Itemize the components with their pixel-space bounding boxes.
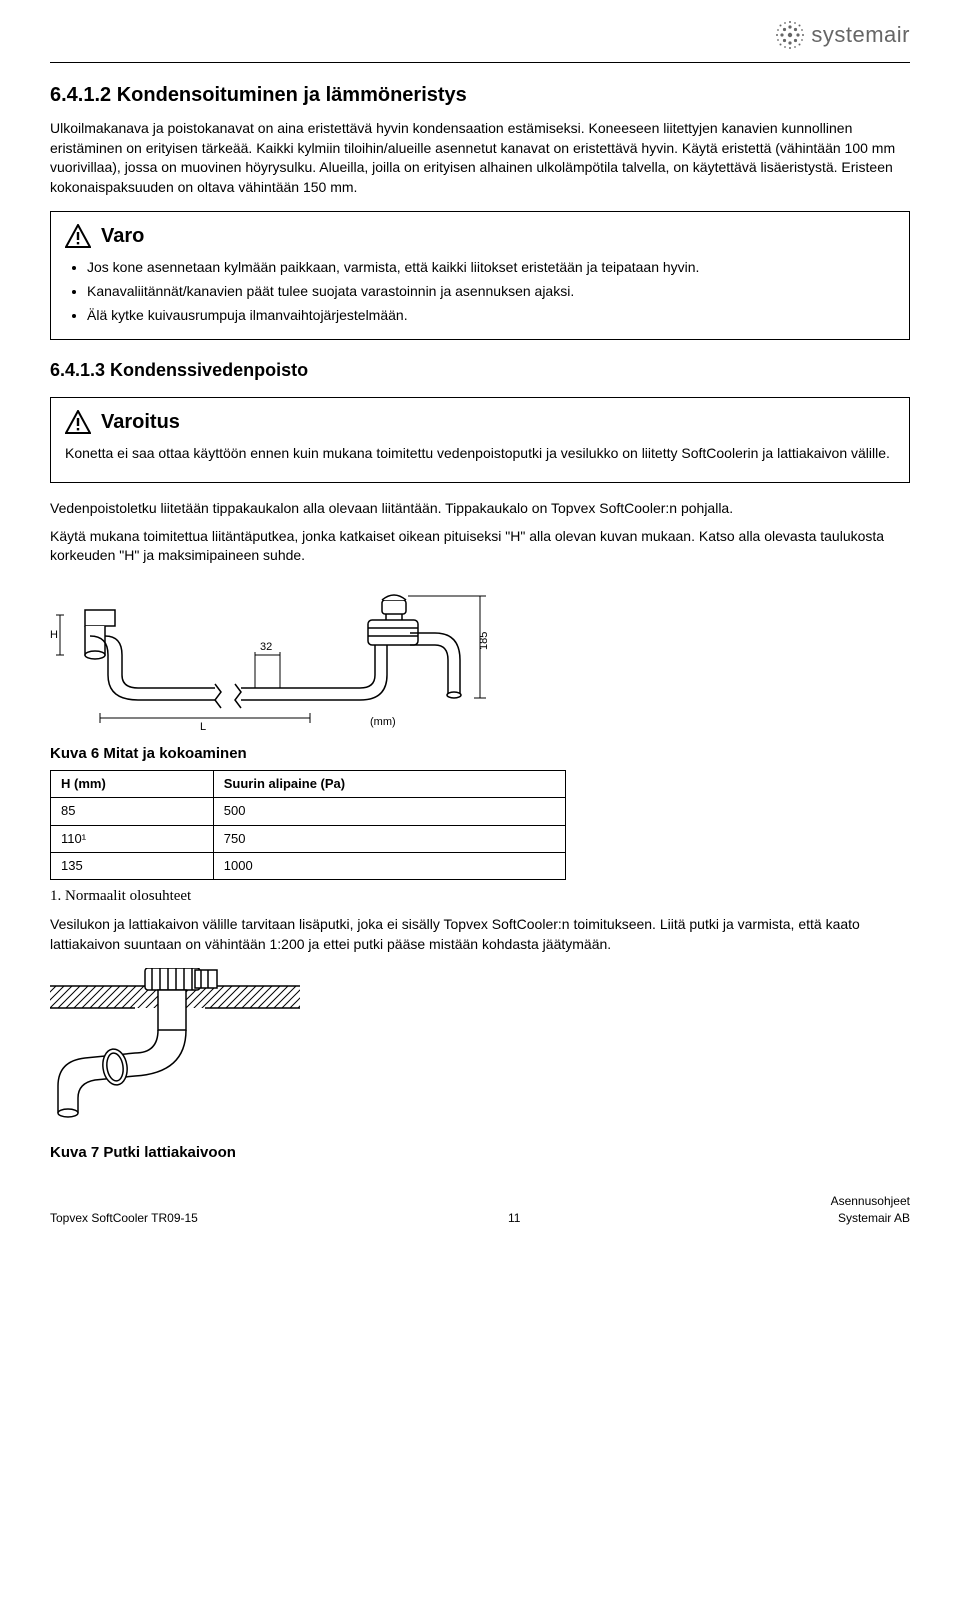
warning-list-varo: Jos kone asennetaan kylmään paikkaan, va… xyxy=(65,258,895,325)
warning-item: Jos kone asennetaan kylmään paikkaan, va… xyxy=(87,258,895,278)
svg-text:185: 185 xyxy=(478,631,490,649)
table-cell: 1000 xyxy=(213,852,565,879)
warning-box-varoitus: Varoitus Konetta ei saa ottaa käyttöön e… xyxy=(50,397,910,483)
figure-7-caption: Kuva 7 Putki lattiakaivoon xyxy=(50,1142,910,1163)
brand-text: systemair xyxy=(811,20,910,51)
table-header: H (mm) xyxy=(51,771,214,798)
warning-icon xyxy=(65,224,91,248)
figure-7-svg xyxy=(50,968,330,1128)
warning-box-varo: Varo Jos kone asennetaan kylmään paikkaa… xyxy=(50,211,910,340)
warning-body-varoitus: Konetta ei saa ottaa käyttöön ennen kuin… xyxy=(65,444,895,464)
footer-right-bottom: Systemair AB xyxy=(831,1210,910,1227)
figure-6: H 32 xyxy=(50,580,910,736)
figure-6-svg: H 32 xyxy=(50,580,570,730)
table-row: 110¹ 750 xyxy=(51,825,566,852)
paragraph-after-warn-2: Käytä mukana toimitettua liitäntäputkea,… xyxy=(50,527,910,566)
paragraph-after-table: Vesilukon ja lattiakaivon välille tarvit… xyxy=(50,915,910,954)
figure-7 xyxy=(50,968,910,1134)
warning-item: Älä kytke kuivausrumpuja ilmanvaihtojärj… xyxy=(87,306,895,326)
page-footer: Topvex SoftCooler TR09-15 11 Asennusohje… xyxy=(50,1193,910,1227)
table-row: 135 1000 xyxy=(51,852,566,879)
section1-paragraph: Ulkoilmakanava ja poistokanavat on aina … xyxy=(50,119,910,197)
logo-icon xyxy=(775,20,805,50)
page-number: 11 xyxy=(508,1210,520,1227)
warning-title-varo: Varo xyxy=(101,222,144,250)
table-cell: 750 xyxy=(213,825,565,852)
svg-text:H: H xyxy=(50,629,58,641)
table-cell: 135 xyxy=(51,852,214,879)
footer-left: Topvex SoftCooler TR09-15 xyxy=(50,1210,198,1227)
table-cell: 500 xyxy=(213,798,565,825)
warning-title-varoitus: Varoitus xyxy=(101,408,180,436)
footer-right-top: Asennusohjeet xyxy=(831,1193,910,1210)
section-heading-1: 6.4.1.2 Kondensoituminen ja lämmöneristy… xyxy=(50,81,910,109)
svg-text:L: L xyxy=(200,721,206,730)
svg-text:32: 32 xyxy=(260,641,272,653)
svg-text:(mm): (mm) xyxy=(370,716,396,728)
header-divider xyxy=(50,62,910,63)
table-6: H (mm) Suurin alipaine (Pa) 85 500 110¹ … xyxy=(50,770,566,880)
header-logo: systemair xyxy=(50,20,910,56)
table-cell: 110¹ xyxy=(51,825,214,852)
table-row: 85 500 xyxy=(51,798,566,825)
table-cell: 85 xyxy=(51,798,214,825)
table-header: Suurin alipaine (Pa) xyxy=(213,771,565,798)
table-note: 1. Normaalit olosuhteet xyxy=(50,886,910,907)
paragraph-after-warn-1: Vedenpoistoletku liitetään tippakaukalon… xyxy=(50,499,910,519)
section-heading-2: 6.4.1.3 Kondenssivedenpoisto xyxy=(50,358,910,383)
figure-6-caption: Kuva 6 Mitat ja kokoaminen xyxy=(50,743,910,764)
warning-item: Kanavaliitännät/kanavien päät tulee suoj… xyxy=(87,282,895,302)
warning-icon xyxy=(65,410,91,434)
